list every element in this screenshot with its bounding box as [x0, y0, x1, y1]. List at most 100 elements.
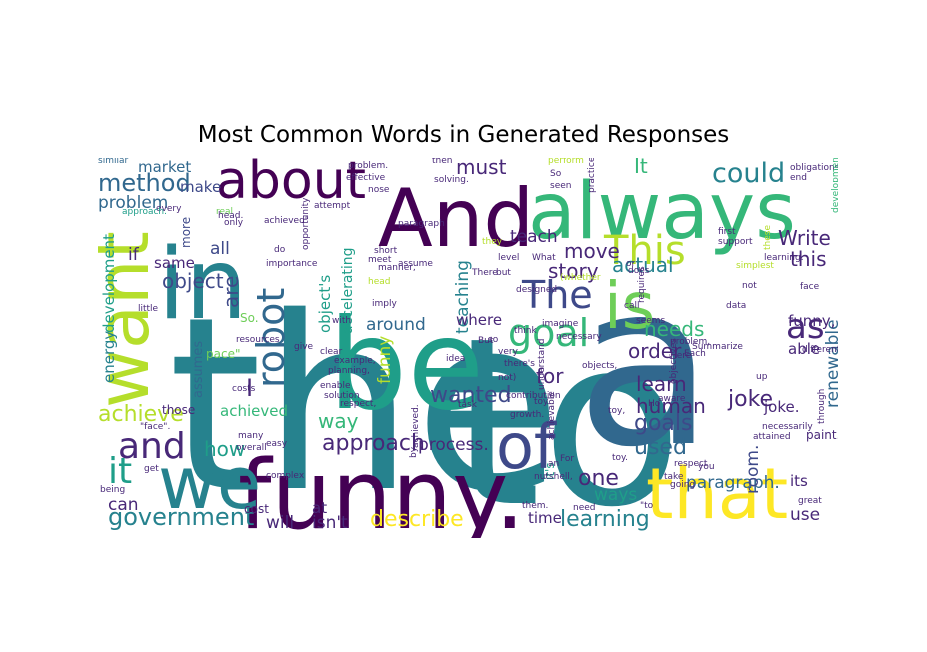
word-what: What	[532, 253, 556, 263]
word-the: the	[168, 265, 562, 538]
word-whether: (whether	[560, 273, 601, 283]
word-cost: cost	[244, 502, 269, 516]
word-head: head.	[218, 211, 243, 221]
word-but: But	[478, 336, 494, 346]
word-how: how	[204, 437, 245, 461]
word-and: And	[378, 172, 534, 265]
word-call: call	[624, 301, 639, 311]
word-this: This	[603, 228, 686, 274]
word-must: must	[456, 158, 507, 179]
word-many: many	[238, 431, 264, 441]
word-human: human	[636, 394, 706, 418]
word-use: use	[790, 505, 820, 525]
word-the: The	[521, 273, 593, 317]
word-achieved: achieved.	[411, 404, 421, 448]
word-story: story	[548, 259, 599, 283]
word-approach: approach	[322, 431, 425, 456]
word-goals: goals	[634, 411, 692, 436]
word-enable: enable	[320, 381, 351, 391]
word-ways: ways	[594, 485, 637, 505]
word-little: little	[138, 304, 159, 314]
word-funny: funny.	[238, 441, 525, 538]
word-goal: goal	[508, 311, 589, 355]
word-practice: practice	[587, 158, 597, 193]
word-about: about	[216, 158, 366, 211]
word-renewable: renewable	[823, 319, 838, 408]
word-but: but	[496, 268, 511, 278]
word-data: data	[726, 301, 746, 311]
word-for: For	[560, 454, 574, 464]
word-by: by	[409, 446, 419, 458]
word-them: them.	[522, 501, 548, 511]
word-to: "to	[640, 501, 654, 511]
word-so: So	[550, 169, 562, 179]
word-will: will	[266, 513, 294, 533]
word-problem: problem	[98, 193, 168, 213]
word-first: first	[718, 227, 736, 237]
word-where: where	[456, 311, 502, 329]
word-at: at	[312, 499, 327, 517]
word-wanted: wanted	[430, 383, 512, 408]
word-face: face	[800, 282, 820, 292]
word-up: up	[756, 372, 768, 382]
word-method: method	[98, 169, 191, 197]
word-more: more	[179, 217, 193, 248]
word-toy: toy,	[608, 406, 625, 416]
word-paint: paint.	[806, 428, 838, 442]
word-necessarily: necessarily	[762, 422, 813, 432]
word-able: able	[788, 340, 820, 358]
word-is: is	[604, 270, 655, 344]
word-make: make	[180, 178, 221, 196]
word-being: being	[100, 485, 125, 495]
word-toy: toy	[534, 397, 549, 407]
word-it-s: it's	[543, 462, 557, 480]
word-easy: easy	[266, 439, 288, 449]
word-short: short	[374, 246, 398, 256]
word-we: we	[158, 441, 261, 525]
word-obligations: obligations	[790, 163, 838, 173]
word-approach: approach.	[122, 207, 167, 217]
word-perform: perform	[548, 158, 584, 166]
word-paragraph: paragraph.	[686, 473, 780, 493]
word-simplest: simplest	[736, 261, 774, 271]
word-imply: imply	[372, 299, 397, 309]
word-and: and	[118, 426, 186, 467]
word-manner: manner,	[378, 263, 416, 273]
word-solution: solution	[324, 391, 360, 401]
word-different: different	[802, 345, 838, 355]
word-or: or	[626, 259, 636, 269]
word-process: process.	[418, 435, 489, 455]
word-so: So.	[240, 311, 259, 325]
word-resources: resources	[236, 335, 280, 345]
word-needs: needs	[644, 317, 704, 341]
word-through: through	[817, 389, 827, 424]
word-assumes: assumes	[191, 341, 206, 398]
word-funny: funny,	[788, 312, 835, 330]
word-pace: pace"	[206, 347, 240, 361]
word-object: object	[162, 269, 224, 293]
word-understand: understand	[537, 338, 547, 390]
word-could: could	[712, 158, 785, 189]
word-want: want	[98, 231, 165, 408]
word-planning: planning,	[328, 366, 370, 376]
word-idea: idea	[446, 354, 465, 364]
word-this: this	[790, 247, 827, 271]
word-real: real	[216, 207, 233, 217]
chart-title: Most Common Words in Generated Responses	[197, 122, 730, 148]
word-objects: objects,	[582, 361, 617, 371]
word-growth: growth.	[510, 410, 544, 420]
word-problem: problem,	[670, 337, 710, 347]
word-a: a	[576, 235, 714, 497]
word-task: task	[458, 400, 478, 410]
word-solving: solving.	[434, 175, 469, 185]
word-paragraph: paragraph	[398, 219, 445, 229]
word-contribution: contribution	[506, 391, 561, 401]
word-it: it	[108, 451, 132, 492]
word-an: an	[548, 459, 559, 469]
word-energy: energy	[100, 331, 118, 383]
word-example: example,	[334, 356, 376, 366]
word-describe: describe	[370, 507, 464, 532]
word-every: every	[156, 204, 182, 214]
word-costs: costs	[232, 384, 256, 394]
word-meet: meet	[368, 255, 392, 265]
